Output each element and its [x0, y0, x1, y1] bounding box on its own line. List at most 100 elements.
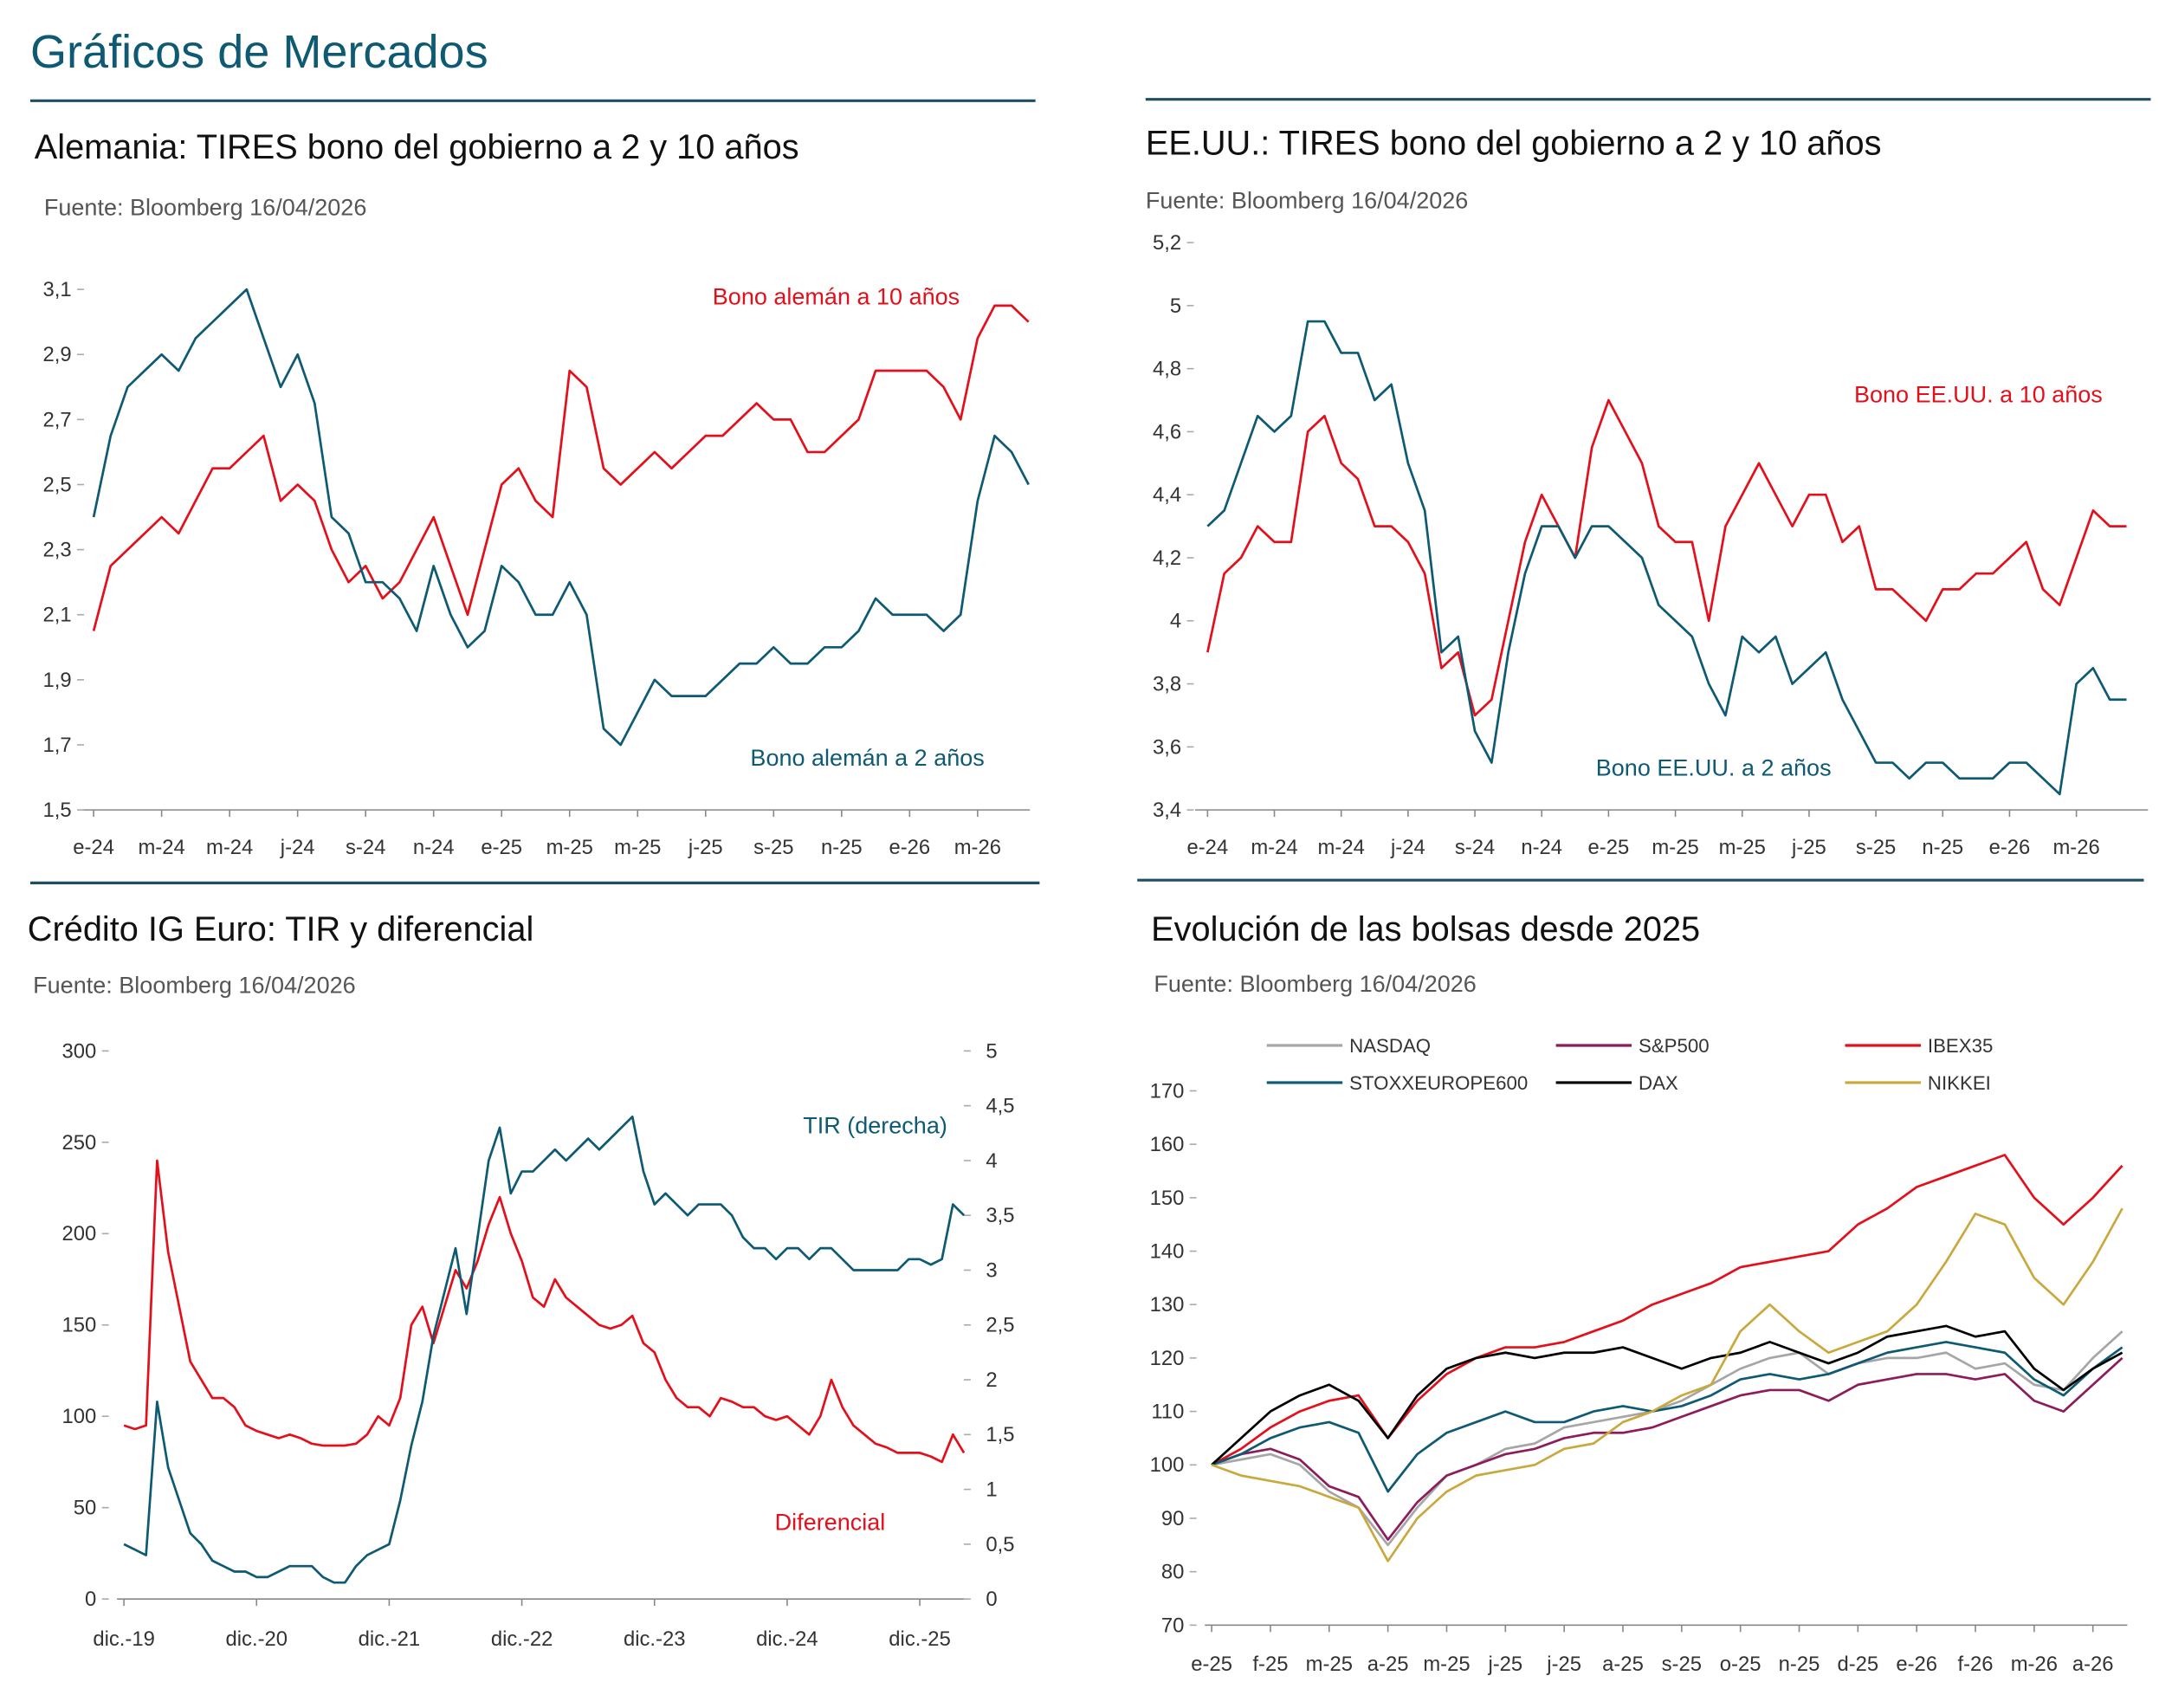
chart-title: Evolución de las bolsas desde 2025 [1151, 910, 1700, 948]
series-line [1211, 1324, 2123, 1466]
legend-label: S&P500 [1639, 1035, 1710, 1057]
series-label: Bono EE.UU. a 10 años [1854, 382, 2103, 408]
chart-title: Alemania: TIRES bono del gobierno a 2 y … [35, 128, 799, 166]
series-line [1206, 320, 2127, 796]
y-tick-label: 4 [986, 1149, 997, 1173]
legend-label: IBEX35 [1928, 1035, 1993, 1057]
y-tick-label: 3,1 [43, 278, 72, 301]
y-tick-label: 300 [62, 1039, 97, 1063]
y-tick-label: 1,7 [43, 734, 72, 757]
x-tick-label: n-25 [821, 836, 863, 859]
y-tick-label: 0 [85, 1588, 96, 1611]
x-tick-label: s-25 [1662, 1653, 1702, 1676]
chart-subtitle: Fuente: Bloomberg 16/04/2026 [1146, 187, 1468, 213]
y-tick-label: 4,2 [1153, 547, 1181, 570]
x-tick-label: dic.-23 [624, 1627, 686, 1651]
x-tick-label: n-24 [1521, 836, 1562, 859]
y-tick-label: 4,5 [986, 1095, 1014, 1118]
y-tick-label: 120 [1150, 1347, 1185, 1370]
series-label: Bono EE.UU. a 2 años [1596, 754, 1832, 780]
legend-label: DAX [1639, 1072, 1678, 1094]
y-tick-label: 0 [986, 1588, 997, 1611]
y-tick-label: 1,5 [986, 1423, 1014, 1446]
y-tick-label: 130 [1150, 1293, 1185, 1317]
x-tick-label: j-24 [280, 836, 315, 859]
x-tick-label: e-26 [1896, 1653, 1937, 1676]
y-tick-label: 2 [986, 1368, 997, 1392]
y-tick-label: 3 [986, 1258, 997, 1282]
x-tick-label: a-25 [1367, 1653, 1409, 1676]
y-tick-label: 2,3 [43, 539, 72, 562]
y-tick-label: 0,5 [986, 1533, 1014, 1556]
x-tick-label: e-25 [1588, 836, 1630, 859]
series-line [1211, 1330, 2123, 1547]
y-tick-label: 160 [1150, 1133, 1185, 1156]
x-tick-label: e-24 [73, 836, 114, 859]
series-label: TIR (derecha) [803, 1113, 947, 1139]
page-title: Gráficos de Mercados [30, 26, 488, 78]
series-line [1211, 1341, 2123, 1493]
y-tick-label: 50 [74, 1497, 97, 1520]
x-tick-label: e-26 [1989, 836, 2031, 859]
y-tick-label: 4,4 [1153, 483, 1181, 507]
y-tick-label: 110 [1151, 1401, 1184, 1424]
y-tick-label: 4 [1170, 610, 1181, 633]
x-tick-label: m-26 [2052, 836, 2099, 859]
x-tick-label: m-25 [546, 836, 593, 859]
series-line [1206, 398, 2127, 717]
x-tick-label: n-25 [1922, 836, 1963, 859]
y-tick-label: 1 [986, 1478, 997, 1502]
chart-subtitle: Fuente: Bloomberg 16/04/2026 [1154, 971, 1476, 997]
y-tick-label: 170 [1150, 1079, 1185, 1103]
x-tick-label: m-24 [138, 836, 184, 859]
series-line [1211, 1356, 2123, 1542]
x-tick-label: s-24 [346, 836, 385, 859]
x-tick-label: o-25 [1720, 1653, 1761, 1676]
y-tick-label: 1,9 [43, 669, 72, 692]
series-line [123, 1115, 966, 1584]
y-tick-label: 4,8 [1153, 358, 1181, 381]
y-tick-label: 140 [1150, 1239, 1185, 1263]
x-tick-label: m-25 [1423, 1653, 1470, 1676]
y-tick-label: 5,2 [1153, 231, 1181, 255]
y-tick-label: 100 [1150, 1453, 1185, 1477]
x-tick-label: m-25 [1652, 836, 1698, 859]
y-tick-label: 2,5 [43, 473, 72, 496]
x-tick-label: e-25 [481, 836, 522, 859]
x-tick-label: dic.-21 [359, 1627, 421, 1651]
series-label: Bono alemán a 2 años [750, 745, 984, 771]
x-tick-label: d-25 [1837, 1653, 1878, 1676]
x-tick-label: dic.-20 [225, 1627, 288, 1651]
y-tick-label: 150 [1150, 1187, 1185, 1210]
x-tick-label: m-24 [1318, 836, 1365, 859]
x-tick-label: n-25 [1779, 1653, 1820, 1676]
x-tick-label: s-25 [753, 836, 793, 859]
x-tick-label: j-25 [1546, 1653, 1581, 1676]
y-tick-label: 2,5 [986, 1314, 1014, 1337]
x-tick-label: j-24 [1390, 836, 1425, 859]
series-line [123, 1159, 966, 1464]
legend-label: STOXXEUROPE600 [1349, 1072, 1528, 1094]
y-tick-label: 5 [986, 1039, 997, 1063]
x-tick-label: f-25 [1252, 1653, 1288, 1676]
y-tick-label: 1,5 [43, 799, 72, 822]
x-tick-label: m-25 [1719, 836, 1766, 859]
y-tick-label: 100 [62, 1405, 97, 1428]
y-tick-label: 3,5 [986, 1204, 1014, 1227]
chart-title: Crédito IG Euro: TIR y diferencial [28, 910, 533, 948]
series-label: Bono alemán a 10 años [713, 284, 960, 310]
x-tick-label: j-25 [1487, 1653, 1522, 1676]
series-line [1211, 1154, 2123, 1466]
x-tick-label: s-24 [1455, 836, 1495, 859]
x-tick-label: m-24 [206, 836, 253, 859]
y-tick-label: 2,7 [43, 408, 72, 431]
y-tick-label: 3,6 [1153, 735, 1181, 759]
x-tick-label: m-26 [2011, 1653, 2058, 1676]
y-tick-label: 80 [1161, 1561, 1185, 1584]
y-tick-label: 150 [62, 1314, 97, 1337]
x-tick-label: dic.-22 [491, 1627, 553, 1651]
y-tick-label: 2,1 [43, 604, 72, 627]
series-line [1211, 1207, 2123, 1562]
x-tick-label: a-25 [1602, 1653, 1644, 1676]
